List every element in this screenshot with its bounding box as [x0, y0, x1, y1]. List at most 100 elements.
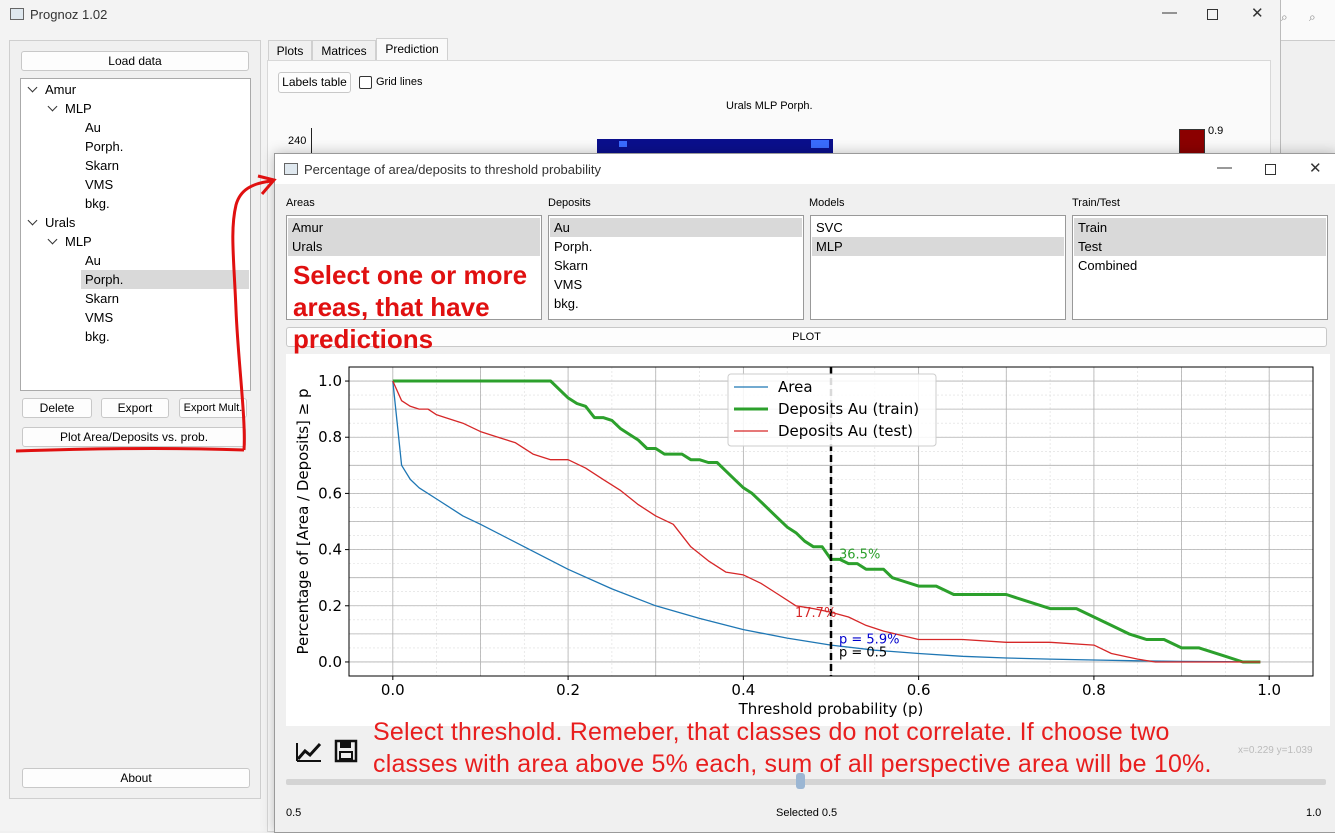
red-arrow-drawing	[15, 174, 277, 453]
list-item[interactable]: Au	[550, 218, 802, 237]
list-item[interactable]: Amur	[288, 218, 540, 237]
models-list[interactable]: SVC MLP	[810, 215, 1066, 320]
threshold-annotation: Select threshold. Remeber, that classes …	[373, 716, 1212, 780]
deposits-list[interactable]: Au Porph. Skarn VMS bkg.	[548, 215, 804, 320]
plot-button[interactable]: PLOT	[286, 327, 1327, 347]
tree-item-urals-skarn[interactable]: Skarn	[85, 291, 119, 306]
list-item[interactable]: Skarn	[554, 258, 588, 273]
x-tick-label: 0.8	[1082, 681, 1106, 699]
annotation-line: classes with area above 5% each, sum of …	[373, 750, 1212, 778]
grid-lines-checkbox[interactable]	[359, 76, 372, 89]
export-button[interactable]: Export	[101, 398, 169, 418]
minimize-icon[interactable]: —	[1217, 159, 1232, 176]
coords-readout: x=0.229 y=1.039	[1238, 745, 1313, 756]
slider-handle[interactable]	[796, 773, 805, 789]
map-hotspot	[619, 141, 627, 147]
test-percent-label: 17.7%	[795, 606, 836, 621]
minimize-icon[interactable]: —	[1162, 4, 1177, 21]
main-titlebar[interactable]: Prognoz 1.02 — ✕	[0, 0, 1280, 30]
load-data-button[interactable]: Load data	[21, 51, 249, 71]
x-tick-label: 1.0	[1257, 681, 1281, 699]
tree-item-amur-bkg[interactable]: bkg.	[85, 196, 110, 211]
colorbar-tick: 0.9	[1208, 125, 1224, 137]
tab-prediction[interactable]: Prediction	[376, 38, 448, 61]
list-item[interactable]: Urals	[288, 237, 540, 256]
train-percent-label: 36.5%	[839, 547, 880, 562]
series-line-test	[392, 380, 1261, 663]
legend-label: Deposits Au (test)	[778, 422, 913, 440]
tree-item-amur-vms[interactable]: VMS	[85, 177, 114, 192]
models-label: Models	[809, 197, 845, 209]
annotation-line: Select one or more	[293, 260, 528, 290]
search-icon: ⌕	[1281, 10, 1288, 24]
maximize-icon[interactable]	[1265, 164, 1276, 175]
y-tick-label: 0.0	[318, 653, 342, 671]
list-item[interactable]: SVC	[816, 220, 843, 235]
tree-item-urals-au[interactable]: Au	[85, 253, 101, 268]
maximize-icon[interactable]	[1207, 9, 1218, 20]
list-item[interactable]: Porph.	[554, 239, 593, 254]
plot-frame	[348, 366, 1314, 677]
tree-item-amur-au[interactable]: Au	[85, 120, 101, 135]
arrow-head	[257, 174, 277, 195]
tree-item-amur[interactable]: Amur	[45, 82, 77, 97]
list-item[interactable]: bkg.	[554, 296, 579, 311]
y-tick-label: 0.8	[318, 428, 342, 446]
tree-item-amur-skarn[interactable]: Skarn	[85, 158, 119, 173]
background-window: ⌕ ⌕	[1281, 0, 1335, 41]
close-icon[interactable]: ✕	[1251, 5, 1264, 22]
y-tick-label: 1.0	[318, 372, 342, 390]
list-item[interactable]: Combined	[1078, 258, 1138, 273]
legend-label: Area	[778, 378, 813, 396]
y-tick-label: 0.4	[318, 541, 342, 559]
tree-item-amur-porph[interactable]: Porph.	[85, 139, 124, 154]
delete-button[interactable]: Delete	[22, 398, 92, 418]
threshold-dialog: Percentage of area/deposits to threshold…	[274, 153, 1335, 833]
train-test-label: Train/Test	[1072, 197, 1120, 209]
main-window-title: Prognoz 1.02	[30, 7, 108, 22]
arrow-stroke	[231, 179, 273, 451]
close-icon[interactable]: ✕	[1309, 160, 1322, 177]
app-icon	[10, 8, 24, 20]
areas-label: Areas	[286, 197, 315, 209]
about-button[interactable]: About	[22, 768, 250, 788]
x-tick-label: 0.0	[381, 681, 405, 699]
y-tick-label: 0.6	[318, 484, 342, 502]
data-tree[interactable]: Amur MLP Au Porph. Skarn VMS bkg. Urals …	[20, 78, 251, 391]
annotation-line: predictions	[293, 324, 434, 354]
y-tick-label: 0.2	[318, 597, 342, 615]
area-percent-label: p = 5.9%	[839, 632, 899, 647]
list-item[interactable]: Test	[1074, 237, 1326, 256]
labels-table-button[interactable]: Labels table	[278, 72, 351, 93]
map-hotspot	[811, 140, 829, 148]
dialog-titlebar[interactable]: Percentage of area/deposits to threshold…	[275, 154, 1335, 184]
areas-list[interactable]: Amur Urals	[286, 215, 542, 320]
tree-item-urals-mlp[interactable]: MLP	[65, 234, 92, 249]
tree-item-amur-mlp[interactable]: MLP	[65, 101, 92, 116]
list-item[interactable]: MLP	[812, 237, 1064, 256]
tree-selection-highlight	[81, 270, 249, 289]
tab-matrices[interactable]: Matrices	[312, 40, 376, 61]
save-icon[interactable]	[334, 739, 358, 763]
tree-item-urals-vms[interactable]: VMS	[85, 310, 114, 325]
dialog-icon	[284, 163, 298, 175]
export-mult-button[interactable]: Export Mult.	[179, 398, 247, 418]
list-item[interactable]: Train	[1074, 218, 1326, 237]
tree-item-urals-bkg[interactable]: bkg.	[85, 329, 110, 344]
legend-label: Deposits Au (train)	[778, 400, 919, 418]
chart-icon[interactable]	[295, 739, 323, 763]
y-axis-label: Percentage of [Area / Deposits] ≥ p	[294, 389, 312, 655]
tree-item-urals-porph[interactable]: Porph.	[85, 272, 124, 287]
x-tick-label: 0.6	[907, 681, 931, 699]
x-tick-label: 0.4	[731, 681, 755, 699]
plot-area-deposits-button[interactable]: Plot Area/Deposits vs. prob.	[22, 427, 246, 447]
legend-box	[727, 373, 937, 447]
tree-item-urals[interactable]: Urals	[45, 215, 76, 230]
list-item[interactable]: VMS	[554, 277, 583, 292]
tab-plots[interactable]: Plots	[268, 40, 312, 61]
slider-min-label: 0.5	[286, 807, 302, 819]
threshold-slider[interactable]	[286, 779, 1326, 785]
areas-annotation: Select one or more areas, that have pred…	[293, 259, 527, 355]
grid-lines-label: Grid lines	[376, 76, 423, 88]
train-test-list[interactable]: Train Test Combined	[1072, 215, 1328, 320]
